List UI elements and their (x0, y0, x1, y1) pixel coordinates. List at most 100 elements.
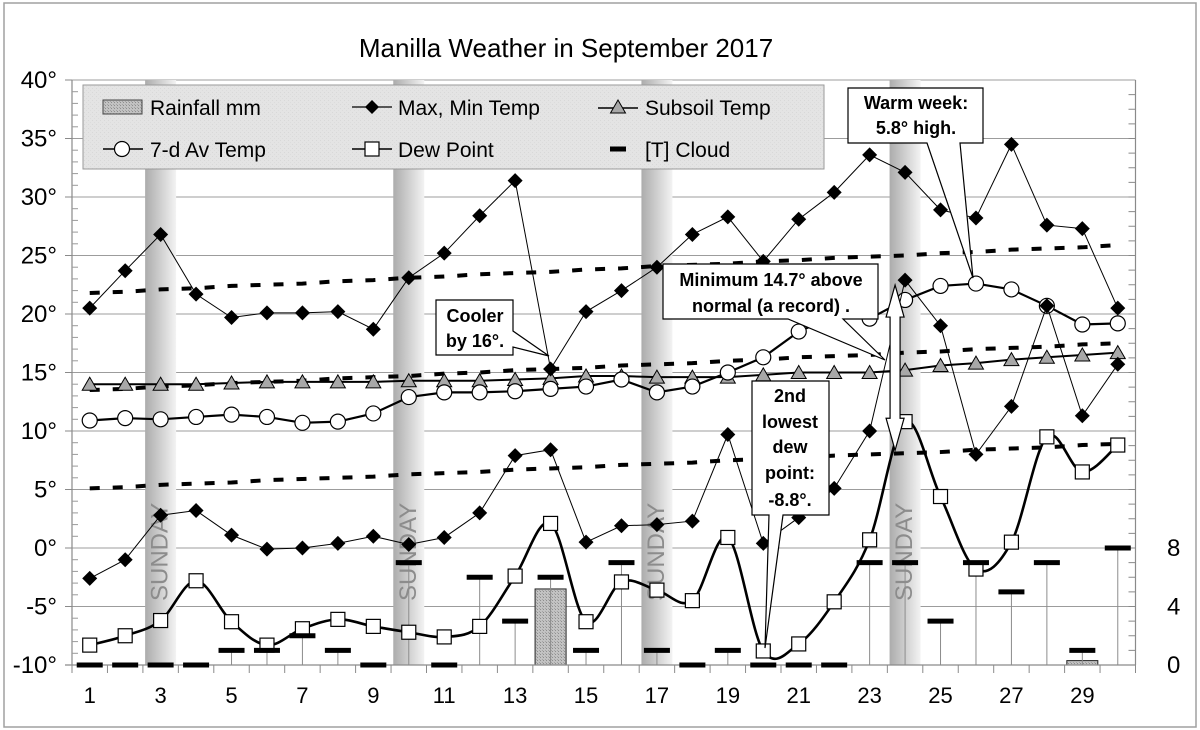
diamond-marker-icon (1003, 398, 1019, 414)
triangle-marker-icon (790, 364, 808, 379)
x-tick-label: 11 (433, 683, 456, 708)
annotation-text: 5.8° high. (876, 118, 956, 138)
x-tick-label: 9 (367, 683, 379, 708)
diamond-marker-icon (352, 100, 392, 114)
cloud-dash-marker (289, 633, 316, 639)
annotation-text: Warm week: (864, 93, 968, 113)
diamond-marker-icon (826, 184, 842, 200)
diamond-marker-icon (791, 211, 807, 227)
x-tick-label: 5 (225, 683, 237, 708)
x-tick-label: 17 (645, 683, 669, 708)
triangle-marker-icon (648, 369, 666, 384)
diamond-marker-icon (330, 535, 346, 551)
square-marker-icon (153, 612, 169, 629)
diamond-marker-icon (1110, 300, 1126, 316)
y-tick-label: -10° (13, 652, 57, 679)
square-marker-icon (117, 628, 133, 644)
annotation-text: dew (772, 437, 808, 457)
legend-label: Subsoil Temp (645, 97, 771, 120)
circle-marker-icon (400, 388, 417, 406)
annotation-text: normal (a record) . (692, 296, 850, 316)
cloud-dash-marker (1069, 647, 1096, 653)
seven-day-average-series (81, 275, 1126, 431)
square-marker-icon (684, 593, 700, 609)
normal-dashed-line (89, 341, 1118, 393)
y2-tick-label: 4 (1167, 594, 1180, 621)
diamond-marker-icon (401, 536, 417, 552)
circle-marker-icon (719, 364, 736, 381)
double-arrow-icon (885, 282, 905, 453)
circle-marker-icon (117, 410, 134, 427)
y2-tick-label: 8 (1167, 535, 1180, 562)
cloud-dash-marker (183, 662, 210, 668)
cloud-dash-marker (466, 574, 493, 580)
diamond-marker-icon (543, 442, 559, 458)
cloud-dash-marker (1104, 545, 1131, 551)
diamond-marker-icon (755, 535, 771, 551)
diamond-marker-icon (613, 283, 629, 299)
diamond-marker-icon (862, 147, 878, 163)
cloud-dash-marker (856, 560, 883, 566)
y-tick-label: -5° (26, 594, 57, 621)
square-marker-icon (613, 574, 630, 590)
cloud-dash-marker (962, 560, 989, 566)
x-tick-label: 21 (786, 683, 810, 708)
cloud-dash-marker (1033, 560, 1060, 566)
x-tick-label: 1 (84, 683, 96, 708)
diamond-marker-icon (188, 286, 204, 302)
triangle-marker-icon (258, 373, 276, 389)
legend-item-subsoil-temp: Subsoil Temp (598, 97, 771, 120)
square-marker-icon (791, 636, 807, 652)
square-marker-icon (82, 637, 98, 653)
cloud-dash-marker (714, 647, 741, 653)
circle-marker-icon (436, 384, 453, 401)
square-marker-icon (1003, 534, 1020, 550)
cloud-dash-marker (76, 662, 103, 668)
y-tick-label: 20° (21, 301, 57, 328)
diamond-marker-icon (897, 164, 913, 180)
record-difference-arrow (885, 282, 905, 453)
triangle-marker-icon (81, 376, 99, 391)
x-tick-label: 25 (928, 683, 952, 708)
square-marker-icon (578, 614, 594, 630)
diamond-marker-icon (1039, 298, 1055, 314)
square-marker-icon (1039, 429, 1055, 445)
diamond-marker-icon (153, 507, 169, 523)
triangle-marker-icon (825, 364, 843, 379)
y-tick-label: 0° (34, 535, 57, 562)
x-tick-label: 19 (716, 683, 740, 708)
circle-marker-icon (329, 413, 346, 430)
annotation-record-min: Minimum 14.7° above normal (a record) . (662, 263, 886, 361)
diamond-marker-icon (1074, 221, 1090, 237)
subsoil-line (89, 351, 1118, 386)
triangle-marker-icon (896, 362, 914, 377)
circle-marker-icon (1003, 281, 1020, 298)
diamond-marker-icon (224, 310, 240, 326)
cloud-dash-marker (679, 662, 706, 668)
square-marker-icon (826, 594, 842, 610)
circle-marker-icon (1074, 316, 1091, 333)
diamond-marker-icon (897, 272, 913, 288)
square-marker-icon (436, 629, 452, 645)
cloud-dash-marker (785, 662, 812, 668)
annotation-low-dew: 2nd lowest dew point: -8.8°. (751, 380, 830, 649)
annotation-text: lowest (762, 412, 818, 432)
circle-marker-icon (507, 383, 524, 400)
diamond-marker-icon (968, 210, 984, 226)
annotation-text: point: (765, 463, 815, 483)
legend-item-dew-point: Dew Point (352, 139, 494, 162)
square-marker-icon (542, 515, 559, 532)
y-tick-label: 15° (21, 360, 57, 387)
square-marker-icon (352, 141, 392, 157)
cloud-dash-marker (821, 662, 848, 668)
diamond-marker-icon (436, 245, 452, 261)
diamond-marker-icon (826, 480, 842, 496)
triangle-marker-icon (364, 373, 382, 389)
sunday-label: SUNDAY (891, 503, 918, 601)
circle-marker-icon (755, 349, 772, 366)
diamond-marker-icon (294, 305, 310, 321)
min-temp-line (89, 278, 1119, 579)
diamond-marker-icon (578, 304, 594, 320)
dew-point-series (82, 414, 1126, 660)
